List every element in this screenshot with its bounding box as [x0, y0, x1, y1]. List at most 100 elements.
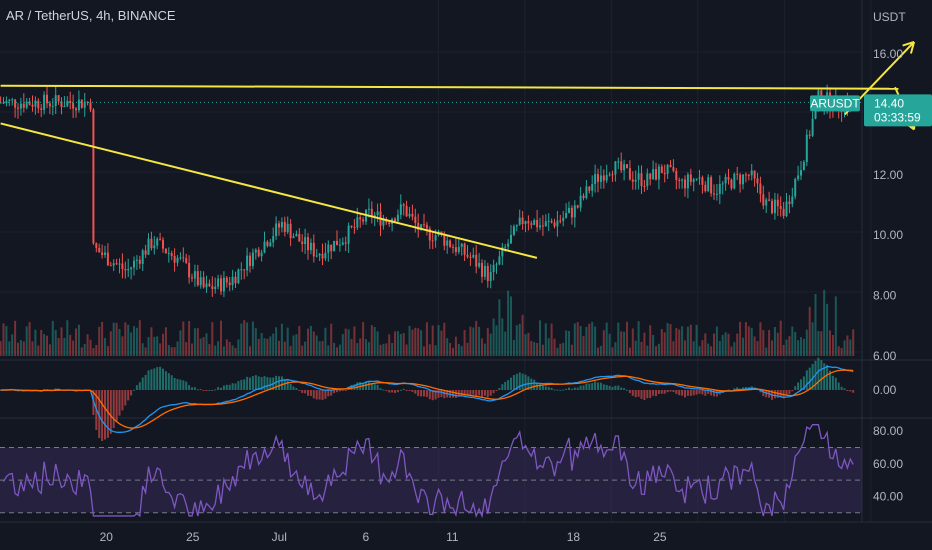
macd-signal-line[interactable]	[0, 369, 854, 429]
candle-body[interactable]	[231, 276, 234, 286]
candle-body[interactable]	[353, 227, 356, 229]
candle-body[interactable]	[80, 99, 83, 108]
candle-body[interactable]	[217, 278, 220, 287]
candle-body[interactable]	[681, 179, 684, 181]
candle-body[interactable]	[721, 183, 724, 185]
candle-body[interactable]	[254, 249, 257, 253]
candle-body[interactable]	[808, 134, 811, 136]
candle-body[interactable]	[756, 178, 759, 184]
candle-body[interactable]	[611, 174, 614, 176]
candle-body[interactable]	[475, 254, 478, 267]
candle-body[interactable]	[382, 219, 385, 226]
candle-body[interactable]	[251, 252, 254, 267]
candle-body[interactable]	[124, 268, 127, 271]
candle-body[interactable]	[156, 238, 159, 246]
candle-body[interactable]	[402, 204, 405, 206]
rsi-panel[interactable]	[0, 424, 862, 519]
candle-body[interactable]	[675, 170, 678, 181]
candle-body[interactable]	[686, 174, 689, 189]
candle-body[interactable]	[541, 225, 544, 227]
trendline-resistance[interactable]	[0, 84, 899, 90]
rsi-line[interactable]	[2, 424, 854, 519]
macd-panel[interactable]	[0, 357, 855, 441]
candle-body[interactable]	[60, 101, 63, 108]
candle-body[interactable]	[260, 252, 263, 257]
candle-body[interactable]	[275, 223, 278, 237]
candle-body[interactable]	[147, 238, 150, 255]
candle-body[interactable]	[286, 223, 289, 232]
candle-body[interactable]	[420, 224, 423, 231]
candle-body[interactable]	[150, 238, 153, 249]
candle-body[interactable]	[188, 262, 191, 278]
candle-body[interactable]	[510, 234, 513, 244]
candle-body[interactable]	[695, 178, 698, 180]
candle-body[interactable]	[524, 221, 527, 225]
candle-body[interactable]	[692, 179, 695, 182]
candle-body[interactable]	[167, 253, 170, 255]
candle-body[interactable]	[672, 167, 675, 171]
candle-body[interactable]	[747, 174, 750, 176]
candle-body[interactable]	[347, 225, 350, 244]
candle-body[interactable]	[185, 258, 188, 263]
candle-body[interactable]	[37, 100, 40, 109]
candle-body[interactable]	[162, 239, 165, 249]
candle-body[interactable]	[336, 240, 339, 246]
candle-body[interactable]	[472, 254, 475, 258]
candle-body[interactable]	[805, 134, 808, 163]
candle-body[interactable]	[498, 256, 501, 265]
candle-body[interactable]	[411, 213, 414, 217]
candle-body[interactable]	[576, 205, 579, 208]
candle-body[interactable]	[164, 248, 167, 254]
candle-body[interactable]	[2, 102, 5, 104]
candle-body[interactable]	[602, 175, 605, 181]
candle-body[interactable]	[579, 195, 582, 208]
candle-body[interactable]	[666, 164, 669, 174]
candle-body[interactable]	[646, 173, 649, 187]
candle-body[interactable]	[452, 246, 455, 248]
candle-body[interactable]	[312, 242, 315, 257]
candle-body[interactable]	[417, 222, 420, 231]
candle-body[interactable]	[762, 194, 765, 206]
candle-body[interactable]	[478, 262, 481, 267]
candle-body[interactable]	[176, 257, 179, 263]
candle-body[interactable]	[469, 256, 472, 258]
candle-body[interactable]	[707, 177, 710, 192]
candle-body[interactable]	[750, 170, 753, 176]
candle-body[interactable]	[182, 257, 185, 259]
candle-body[interactable]	[278, 223, 281, 228]
candle-body[interactable]	[95, 243, 98, 249]
candle-body[interactable]	[138, 259, 141, 264]
candle-body[interactable]	[196, 271, 199, 286]
candle-body[interactable]	[48, 103, 51, 107]
candle-body[interactable]	[333, 240, 336, 252]
candle-body[interactable]	[623, 164, 626, 171]
candle-body[interactable]	[736, 173, 739, 175]
candle-body[interactable]	[75, 108, 78, 111]
candle-body[interactable]	[742, 174, 745, 185]
candle-body[interactable]	[597, 174, 600, 182]
candle-body[interactable]	[727, 176, 730, 180]
candle-body[interactable]	[794, 179, 797, 197]
candle-body[interactable]	[739, 174, 742, 185]
candle-body[interactable]	[367, 208, 370, 210]
candle-body[interactable]	[701, 177, 704, 185]
candle-body[interactable]	[486, 265, 489, 281]
candle-body[interactable]	[130, 267, 133, 270]
candle-body[interactable]	[640, 173, 643, 187]
candle-body[interactable]	[8, 99, 11, 101]
candle-body[interactable]	[269, 242, 272, 246]
candle-body[interactable]	[289, 223, 292, 239]
candle-body[interactable]	[246, 255, 249, 271]
candle-body[interactable]	[141, 250, 144, 264]
candle-body[interactable]	[214, 286, 217, 289]
candle-body[interactable]	[797, 175, 800, 180]
candle-body[interactable]	[504, 246, 507, 248]
candle-body[interactable]	[350, 225, 353, 228]
candle-body[interactable]	[179, 257, 182, 259]
candle-body[interactable]	[225, 277, 228, 283]
candle-body[interactable]	[446, 240, 449, 246]
candle-body[interactable]	[22, 103, 25, 108]
candle-body[interactable]	[272, 236, 275, 243]
candle-body[interactable]	[109, 265, 112, 267]
candle-body[interactable]	[202, 277, 205, 288]
